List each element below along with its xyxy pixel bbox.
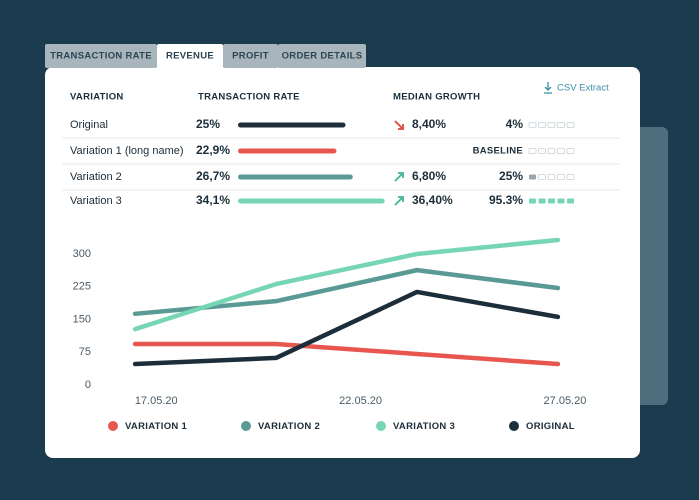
score-box (557, 174, 565, 180)
score-box (548, 198, 555, 204)
score-box (529, 198, 536, 204)
growth-label: 36,40% (412, 193, 453, 207)
tab-label[interactable]: PROFIT (232, 51, 269, 62)
tab[interactable]: TRANSACTION RATE (45, 44, 157, 68)
trend-arrow (394, 120, 404, 130)
rate-label: 22,9% (196, 143, 230, 157)
x-tick-label: 17.05.20 (135, 395, 178, 407)
score-box (547, 148, 556, 154)
legend-item: ORIGINAL (509, 421, 575, 432)
score-label: 95.3% (489, 193, 523, 207)
tab-bar: TRANSACTION RATE REVENUE PROFIT ORDER DETAI… (45, 44, 366, 68)
header: MEDIAN GROWTH (393, 92, 480, 103)
legend-item: VARIATION 2 (241, 421, 320, 432)
x-tick-label: 27.05.20 (544, 395, 587, 407)
series-line (132, 289, 561, 367)
variation-name: Variation 2 (70, 171, 122, 183)
rate-label: 25% (196, 117, 220, 131)
rate-bar (238, 174, 353, 180)
rate-bar (238, 122, 346, 128)
variation-name: Variation 1 (long name) (70, 145, 184, 157)
y-tick-label: 150 (73, 313, 91, 325)
rate-label: 26,7% (196, 169, 230, 183)
score-box (538, 198, 546, 204)
score-box (528, 122, 537, 128)
legend-item: VARIATION 1 (108, 421, 187, 432)
trend-arrow (394, 172, 404, 182)
series-line (132, 341, 561, 367)
legend-swatch (108, 421, 118, 431)
tab-label[interactable]: REVENUE (166, 51, 214, 62)
legend-swatch (241, 421, 251, 431)
legend-label: VARIATION 2 (258, 421, 320, 432)
score-box (547, 174, 556, 180)
score-box (557, 148, 565, 154)
legend-label: ORIGINAL (526, 421, 575, 432)
score-box (529, 174, 536, 180)
score-label: BASELINE (473, 146, 523, 157)
score-label: 25% (499, 169, 523, 183)
csv-extract-label[interactable]: CSV Extract (557, 83, 609, 94)
header: TRANSACTION RATE (198, 92, 300, 103)
legend-label: VARIATION 1 (125, 421, 187, 432)
score-label: 4% (506, 117, 524, 131)
score-box (538, 122, 546, 128)
rate-bar (238, 148, 337, 154)
score-box (538, 148, 546, 154)
series-line (132, 237, 561, 332)
tab-bg[interactable] (278, 44, 366, 68)
variation-name: Variation 3 (70, 195, 122, 207)
y-tick-label: 75 (79, 346, 91, 358)
rate-label: 34,1% (196, 193, 230, 207)
score-box (557, 198, 565, 204)
score-box (547, 122, 556, 128)
score-box (566, 148, 575, 154)
download-icon (544, 82, 552, 94)
y-tick-label: 225 (73, 281, 91, 293)
tab[interactable]: ORDER DETAILS (278, 44, 366, 68)
tab-label[interactable]: ORDER DETAILS (282, 51, 363, 62)
variation-name: Original (70, 119, 108, 131)
growth-label: 8,40% (412, 117, 446, 131)
legend-item: VARIATION 3 (376, 421, 455, 432)
tab-bg[interactable] (157, 44, 223, 68)
y-tick-label: 300 (73, 248, 91, 260)
chart: 0 75 150 225 300 17.05.20 22.05.20 27.05.20 VARI… (73, 237, 587, 432)
score-box (566, 174, 575, 180)
score-box (566, 122, 575, 128)
growth-label: 6,80% (412, 169, 446, 183)
csv-extract[interactable]: CSV Extract (544, 82, 609, 94)
tab-label[interactable]: TRANSACTION RATE (50, 51, 152, 62)
tab[interactable]: REVENUE (157, 44, 223, 68)
tab[interactable]: PROFIT (223, 44, 278, 68)
legend-swatch (376, 421, 386, 431)
legend-swatch (509, 421, 519, 431)
score-box (557, 122, 565, 128)
trend-arrow (394, 196, 404, 206)
tab-bg[interactable] (45, 44, 157, 68)
table: Original 25% 8,40% 4% Variation 1 (long name… (62, 117, 620, 207)
score-box (528, 148, 537, 154)
score-box (567, 198, 574, 204)
legend-label: VARIATION 3 (393, 421, 455, 432)
y-tick-label: 0 (85, 379, 91, 391)
header: VARIATION (70, 92, 124, 103)
score-box (538, 174, 546, 180)
rate-bar (238, 198, 385, 204)
tab-bg[interactable] (223, 44, 278, 68)
x-tick-label: 22.05.20 (339, 395, 382, 407)
